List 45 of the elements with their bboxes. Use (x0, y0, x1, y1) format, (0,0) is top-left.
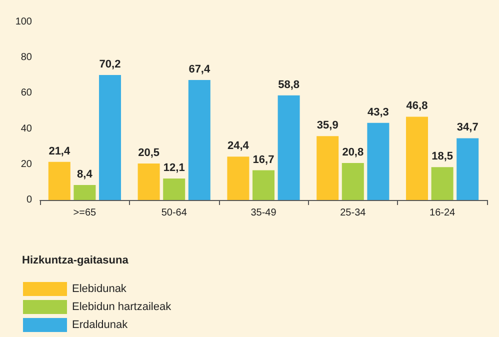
bar (99, 75, 121, 200)
bar (456, 138, 479, 200)
data-label: 21,4 (48, 145, 71, 158)
data-label: 70,2 (99, 58, 121, 71)
legend-title: Hizkuntza-gaitasuna (22, 254, 130, 266)
bar (278, 95, 300, 200)
bar (252, 170, 274, 200)
data-label: 12,1 (163, 162, 185, 174)
x-tick-label: 50-64 (161, 208, 188, 218)
data-label: 18,5 (432, 150, 454, 163)
y-tick-label: 0 (26, 194, 32, 206)
legend-label: Elebidun hartzaileak (72, 301, 172, 313)
data-label: 46,8 (406, 100, 428, 112)
bar (188, 80, 210, 200)
legend-label: Elebidunak (72, 283, 127, 295)
y-tick-label: 40 (20, 123, 32, 134)
bar (316, 136, 339, 200)
y-tick-label: 20 (20, 158, 32, 170)
data-label: 20,5 (138, 147, 160, 160)
bar (48, 162, 70, 200)
data-label: 34,7 (456, 122, 478, 134)
data-label: 58,8 (278, 78, 300, 91)
bar (431, 167, 454, 200)
bar (342, 162, 364, 200)
bar (227, 156, 250, 200)
x-tick-label: 35-49 (250, 208, 277, 218)
bar (138, 164, 160, 200)
y-tick-label: 80 (20, 52, 32, 64)
x-tick-label: 25-34 (340, 208, 366, 218)
bar (74, 185, 96, 200)
data-label: 35,9 (316, 120, 338, 132)
x-tick-label: >=65 (73, 208, 97, 218)
data-label: 24,4 (227, 140, 250, 152)
data-label: 8,4 (77, 168, 94, 181)
data-label: 43,3 (367, 106, 389, 118)
data-label: 67,4 (188, 64, 211, 76)
bar (406, 116, 428, 200)
y-tick-label: 60 (20, 88, 32, 99)
y-tick-label: 100 (15, 16, 32, 28)
legend-label: Erdaldunak (72, 319, 128, 331)
bar (367, 122, 390, 200)
bar (163, 178, 186, 200)
x-tick-label: 16-24 (430, 208, 456, 218)
data-label: 16,7 (252, 154, 274, 166)
data-label: 20,8 (342, 146, 364, 158)
